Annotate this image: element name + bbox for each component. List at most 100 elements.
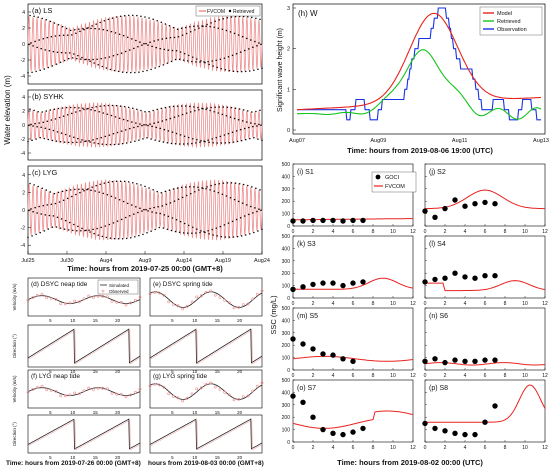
retrieved-point xyxy=(77,54,79,57)
current-xtick-label: 15 xyxy=(215,410,221,415)
retrieved-point xyxy=(162,227,165,229)
retrieved-point xyxy=(107,104,110,107)
retrieved-point xyxy=(145,124,147,126)
retrieved-point xyxy=(130,236,132,239)
retrieved-point xyxy=(110,195,113,198)
ssc-xtick-label: 4 xyxy=(464,445,467,451)
retrieved-point xyxy=(60,51,63,54)
ssc-goci-point xyxy=(310,217,316,224)
retrieved-point xyxy=(223,224,226,226)
retrieved-point xyxy=(77,137,79,140)
ssc-xtick-label: 0 xyxy=(424,229,427,235)
wave-model-line xyxy=(296,12,541,111)
retrieved-point xyxy=(146,69,148,72)
retrieved-point xyxy=(78,188,80,190)
retrieved-point xyxy=(156,19,158,22)
ssc-ytick-label: 200 xyxy=(282,199,291,205)
wave-series xyxy=(296,7,542,121)
ssc-xtick-label: 6 xyxy=(484,445,487,451)
retrieved-point xyxy=(146,232,148,234)
retrieved-point xyxy=(127,14,130,17)
retrieved-point xyxy=(37,110,39,113)
ssc-ytick-label: 300 xyxy=(282,331,291,337)
retrieved-point xyxy=(166,142,169,144)
retrieved-point xyxy=(255,110,257,113)
ssc-goci-point xyxy=(290,218,296,224)
ssc-goci-point xyxy=(422,358,428,364)
retrieved-point xyxy=(248,126,250,129)
retrieved-point xyxy=(48,50,51,52)
retrieved-point xyxy=(123,105,126,108)
retrieved-point xyxy=(111,17,114,19)
retrieved-point xyxy=(141,44,143,46)
current-panel-title: (g) LYG spring tide xyxy=(153,373,207,380)
retrieved-point xyxy=(195,232,197,234)
retrieved-point xyxy=(161,38,164,40)
retrieved-point xyxy=(255,17,257,19)
retrieved-point xyxy=(198,108,200,111)
retrieved-point xyxy=(178,231,181,234)
retrieved-point xyxy=(220,142,223,144)
ssc-goci-point xyxy=(482,199,488,206)
retrieved-point xyxy=(32,210,34,213)
retrieved-point xyxy=(27,72,29,74)
panel-a-series xyxy=(27,14,263,74)
ssc-ytick-label: 100 xyxy=(282,428,291,434)
observed-velocity-point xyxy=(110,391,114,395)
observed-velocity-point xyxy=(68,301,72,305)
wave-retrieved-line xyxy=(297,49,542,120)
retrieved-point xyxy=(226,17,229,19)
retrieved-point xyxy=(96,58,98,60)
retrieved-point xyxy=(150,68,152,71)
retrieved-point xyxy=(101,65,104,68)
ssc-legend-goci-swatch xyxy=(375,174,381,180)
retrieved-point xyxy=(105,236,108,239)
retrieved-point xyxy=(139,123,141,125)
retrieved-point xyxy=(208,141,210,143)
retrieved-point xyxy=(118,117,121,119)
observed-velocity-point xyxy=(185,304,189,308)
ssc-goci-point xyxy=(482,419,488,425)
retrieved-point xyxy=(220,67,223,70)
retrieved-point xyxy=(243,127,246,130)
retrieved-point xyxy=(185,194,188,197)
retrieved-point xyxy=(128,49,131,51)
retrieved-point xyxy=(133,213,135,215)
retrieved-point xyxy=(253,69,255,71)
retrieved-point xyxy=(52,215,55,217)
ssc-xtick-label: 0 xyxy=(292,373,295,379)
observed-velocity-point xyxy=(148,292,152,296)
retrieved-point xyxy=(217,112,219,114)
retrieved-point xyxy=(114,32,117,34)
retrieved-point xyxy=(67,141,70,144)
retrieved-point xyxy=(67,229,70,231)
observed-velocity-point xyxy=(82,389,86,393)
ssc-ytick-label: 0 xyxy=(287,224,290,230)
retrieved-point xyxy=(226,106,229,108)
observed-velocity-point xyxy=(133,298,137,302)
retrieved-point xyxy=(33,109,35,112)
retrieved-point xyxy=(153,40,155,42)
observed-direction-line xyxy=(28,419,142,451)
ssc-xtick-label: 10 xyxy=(390,229,396,235)
retrieved-point xyxy=(126,202,129,205)
observed-velocity-point xyxy=(77,392,81,396)
retrieved-point xyxy=(221,193,224,195)
ssc-goci-point xyxy=(462,358,468,364)
current-ylabel: Velocity (m/s) xyxy=(12,283,17,311)
wave-xtick-label: Aug09 xyxy=(370,138,386,144)
retrieved-point xyxy=(119,105,122,107)
retrieved-point xyxy=(219,135,222,138)
observed-velocity-point xyxy=(59,394,63,398)
observed-velocity-point xyxy=(223,390,227,394)
currents-legend-sim: Simulated xyxy=(109,283,130,288)
retrieved-point xyxy=(81,227,83,230)
retrieved-point xyxy=(54,202,57,205)
retrieved-point xyxy=(196,228,198,230)
current-panel-frame xyxy=(149,369,263,409)
retrieved-point xyxy=(54,118,57,120)
retrieved-point xyxy=(51,226,54,228)
ssc-xtick-label: 12 xyxy=(542,229,548,235)
retrieved-point xyxy=(135,39,137,42)
